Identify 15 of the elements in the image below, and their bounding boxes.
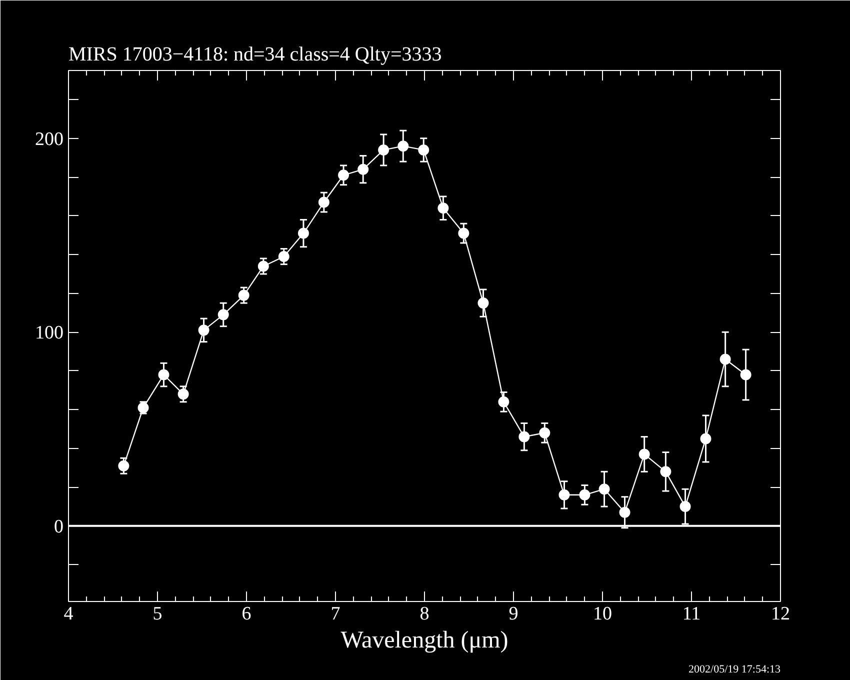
x-axis-title: Wavelength (μm) <box>340 628 508 654</box>
x-tick-label: 7 <box>330 604 340 624</box>
x-tick-label: 5 <box>152 604 162 624</box>
x-tick-label: 9 <box>508 604 518 624</box>
x-tick-label: 8 <box>420 604 430 624</box>
text: 2002/05/19 17:54:13 <box>688 664 781 676</box>
y-tick-label: 0 <box>54 516 64 538</box>
x-tick-label: 6 <box>242 604 252 624</box>
x-tick-label: 12 <box>771 604 790 624</box>
x-tick-label: 10 <box>593 604 612 624</box>
y-tick-label: 200 <box>35 128 64 150</box>
chart-title: MIRS 17003−4118: nd=34 class=4 Qlty=3333 <box>68 44 442 66</box>
x-tick-label: 4 <box>64 604 74 624</box>
x-tick-label: 11 <box>682 604 701 624</box>
y-tick-label: 100 <box>35 322 64 344</box>
